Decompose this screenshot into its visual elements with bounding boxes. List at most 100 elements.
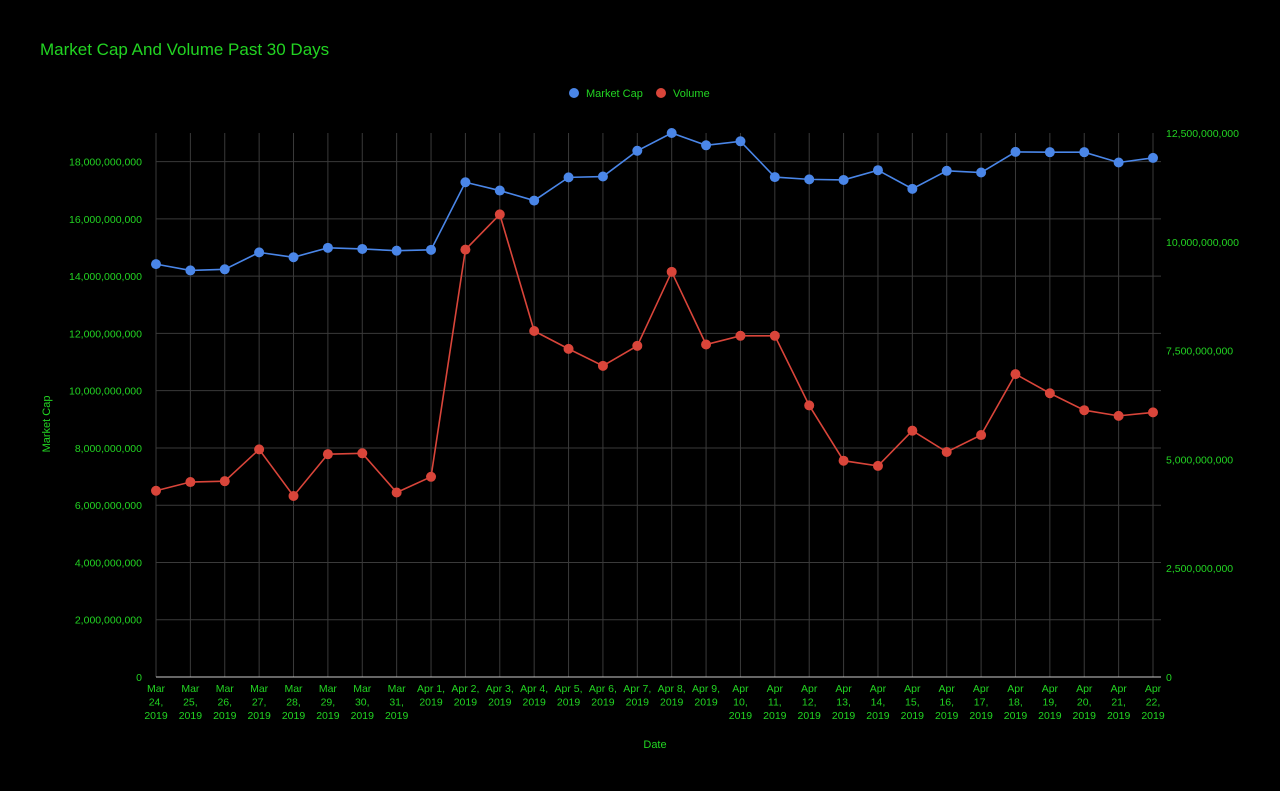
x-tick-label: Apr 11, 2019 — [763, 683, 787, 722]
volume-legend-marker — [656, 88, 666, 98]
market-cap-point — [288, 252, 299, 263]
market-cap-legend-label: Market Cap — [586, 88, 643, 100]
market-cap-point — [494, 185, 505, 196]
x-tick-label: Apr 6, 2019 — [589, 683, 617, 709]
x-tick-label: Apr 2, 2019 — [451, 683, 479, 709]
y-tick-label: 8,000,000,000 — [75, 443, 142, 455]
market-cap-point — [941, 165, 952, 176]
x-tick-label: Apr 13, 2019 — [832, 683, 856, 722]
x-tick-label: Mar 30, 2019 — [351, 683, 375, 722]
y2-tick-label: 7,500,000,000 — [1166, 346, 1233, 358]
volume-point — [735, 330, 746, 341]
grid-lines — [155, 133, 1161, 677]
y-tick-label: 18,000,000,000 — [69, 157, 142, 169]
y-tick-label: 16,000,000,000 — [69, 214, 142, 226]
market-cap-point — [632, 145, 643, 156]
x-tick-label: Apr 10, 2019 — [729, 683, 753, 722]
volume-point — [254, 444, 265, 455]
x-tick-label: Apr 5, 2019 — [555, 683, 583, 709]
volume-point — [666, 266, 677, 277]
volume-point — [494, 209, 505, 220]
x-tick-label: Apr 1, 2019 — [417, 683, 445, 709]
market-cap-point — [460, 177, 471, 188]
x-tick-label: Apr 14, 2019 — [866, 683, 890, 722]
x-tick-label: Mar 27, 2019 — [247, 683, 271, 722]
market-cap-point — [872, 165, 883, 176]
x-tick-label: Apr 22, 2019 — [1141, 683, 1165, 722]
y2-tick-label: 0 — [1166, 672, 1172, 684]
y2-tick-label: 10,000,000,000 — [1166, 237, 1239, 249]
market-cap-point — [735, 136, 746, 147]
x-tick-label: Apr 15, 2019 — [901, 683, 925, 722]
y2-tick-label: 5,000,000,000 — [1166, 454, 1233, 466]
market-cap-point — [1010, 146, 1021, 157]
x-tick-label: Mar 26, 2019 — [213, 683, 237, 722]
series — [151, 128, 1158, 501]
volume-point — [804, 400, 815, 411]
volume-point — [1010, 369, 1021, 380]
volume-point — [426, 471, 437, 482]
x-tick-label: Apr 9, 2019 — [692, 683, 720, 709]
market-cap-legend-marker — [569, 88, 579, 98]
volume-point — [219, 476, 230, 487]
volume-line — [155, 212, 1154, 498]
x-tick-label: Apr 7, 2019 — [623, 683, 651, 709]
x-tick-label: Apr 12, 2019 — [798, 683, 822, 722]
y-tick-label: 6,000,000,000 — [75, 500, 142, 512]
market-cap-point — [563, 172, 574, 183]
y2-tick-label: 2,500,000,000 — [1166, 563, 1233, 575]
market-cap-point — [1079, 147, 1090, 158]
x-tick-label: Mar 24, 2019 — [144, 683, 168, 722]
market-cap-point — [1044, 147, 1055, 158]
volume-point — [907, 425, 918, 436]
x-tick-label: Apr 18, 2019 — [1004, 683, 1028, 722]
x-tick-label: Apr 16, 2019 — [935, 683, 959, 722]
y-axis-title: Market Cap — [41, 396, 53, 453]
y-tick-label: 12,000,000,000 — [69, 328, 142, 340]
market-cap-point — [391, 245, 402, 256]
market-cap-point — [151, 259, 161, 270]
market-cap-point — [254, 247, 265, 258]
volume-point — [976, 430, 987, 441]
y2-tick-label: 12,500,000,000 — [1166, 128, 1239, 140]
volume-point — [357, 448, 368, 459]
market-cap-point — [804, 174, 815, 185]
y-tick-label: 10,000,000,000 — [69, 386, 142, 398]
volume-point — [872, 460, 883, 471]
market-cap-point — [597, 171, 608, 182]
y-tick-label: 0 — [136, 672, 142, 684]
market-cap-point — [322, 242, 333, 253]
x-axis-title: Date — [643, 739, 666, 751]
x-tick-label: Mar 31, 2019 — [385, 683, 409, 722]
market-cap-point — [666, 128, 677, 138]
market-cap-line — [155, 132, 1154, 272]
market-cap-point — [769, 172, 780, 183]
volume-point — [322, 449, 333, 460]
legend[interactable]: Market Cap Volume — [569, 88, 710, 100]
x-tick-label: Apr 3, 2019 — [486, 683, 514, 709]
volume-point — [1079, 405, 1090, 416]
volume-point — [941, 447, 952, 458]
x-tick-label: Apr 8, 2019 — [658, 683, 686, 709]
chart-title: Market Cap And Volume Past 30 Days — [40, 40, 330, 59]
market-cap-point — [357, 243, 368, 254]
volume-point — [1113, 410, 1124, 421]
market-cap-point — [907, 183, 918, 194]
market-cap-point — [185, 265, 196, 276]
volume-point — [460, 244, 471, 255]
x-tick-label: Apr 21, 2019 — [1107, 683, 1131, 722]
volume-point — [288, 490, 299, 501]
volume-point — [529, 326, 540, 337]
x-tick-label: Mar 28, 2019 — [282, 683, 306, 722]
volume-legend-label: Volume — [673, 88, 710, 100]
volume-point — [1148, 407, 1158, 418]
volume-point — [185, 477, 196, 488]
market-cap-point — [976, 167, 987, 178]
market-cap-point — [1148, 152, 1158, 163]
y-tick-label: 2,000,000,000 — [75, 615, 142, 627]
x-tick-label: Apr 17, 2019 — [969, 683, 993, 722]
volume-point — [391, 487, 402, 498]
y-tick-label: 4,000,000,000 — [75, 557, 142, 569]
volume-point — [769, 330, 780, 341]
